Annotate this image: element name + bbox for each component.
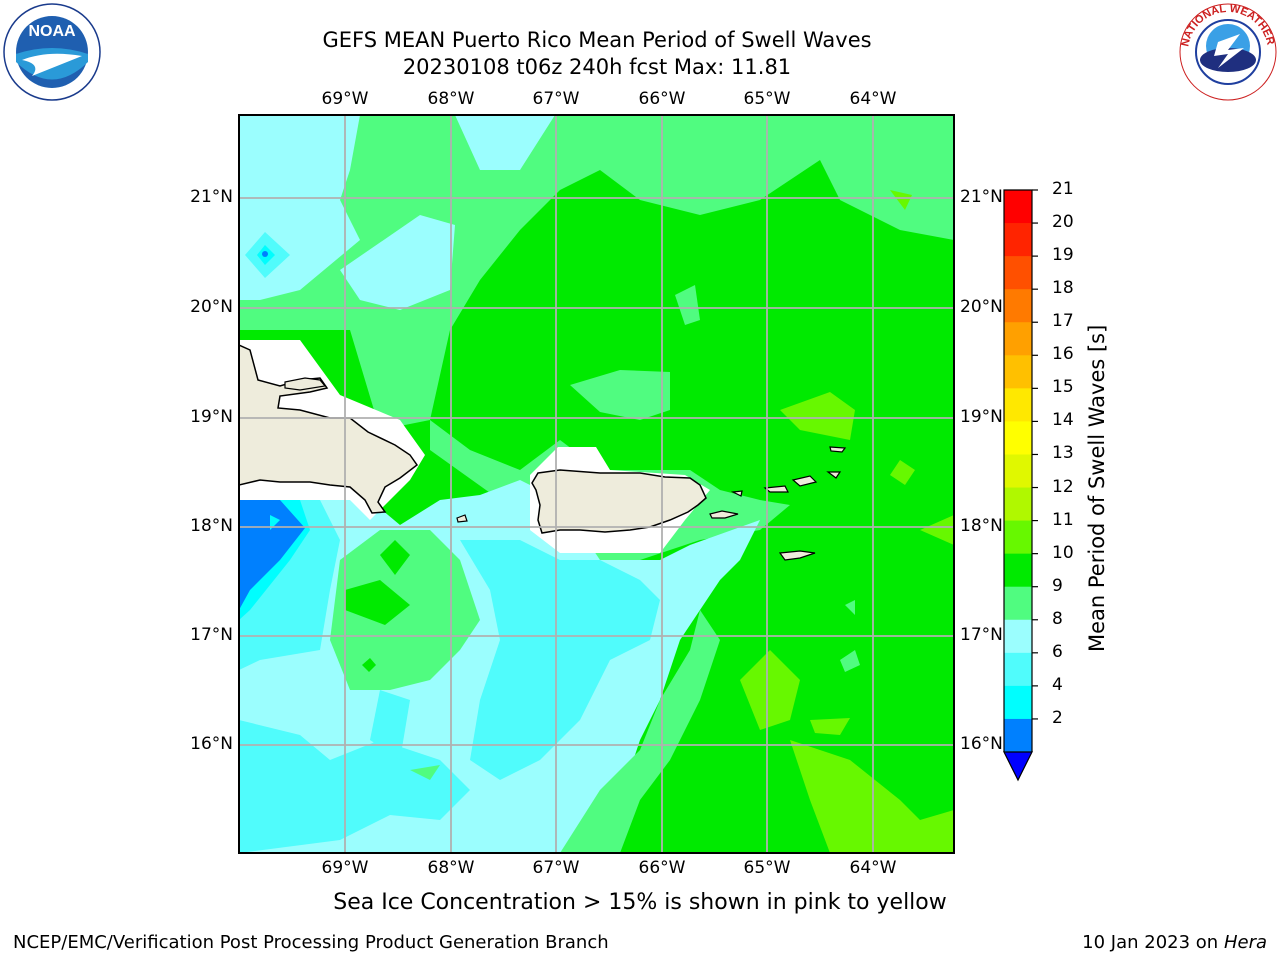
colorbar-segment [1004,619,1032,654]
lat-label-right: 18°N [960,516,1003,536]
sea-ice-note: Sea Ice Concentration > 15% is shown in … [0,890,1280,915]
colorbar-segment [1004,421,1032,455]
colorbar-segment [1004,586,1032,621]
lon-label-top: 64°W [849,89,897,109]
colorbar-extend [1003,751,1033,782]
lon-label-bottom: 68°W [427,858,475,878]
lat-label-right: 19°N [960,407,1003,427]
lon-label-top: 65°W [743,89,791,109]
lon-label-top: 67°W [532,89,580,109]
colorbar-tick-label: 18 [1052,278,1074,299]
lon-label-bottom: 67°W [532,858,580,878]
lat-label-left: 18°N [190,516,233,536]
colorbar-tick-label: 14 [1052,410,1074,431]
colorbar-segment [1004,487,1032,522]
colorbar-tick-label: 10 [1052,542,1074,563]
lon-label-bottom: 69°W [321,858,369,878]
noaa-logo: NOAA [2,2,102,102]
colorbar-tick-label: 21 [1052,179,1074,199]
colorbar-segment [1004,355,1032,389]
sea-ice-note-text: Sea Ice Concentration > 15% is shown in … [333,890,947,915]
colorbar-segment [1004,388,1032,422]
map-frame [238,114,955,854]
colorbar-tick-label: 13 [1052,443,1074,464]
colorbar-tick-label: 15 [1052,377,1074,398]
chart-title-line1: GEFS MEAN Puerto Rico Mean Period of Swe… [322,28,872,52]
lat-label-right: 20°N [960,297,1003,317]
footer-credit: NCEP/EMC/Verification Post Processing Pr… [13,932,609,953]
swell-period-field [239,115,954,853]
colorbar-tick-label: 16 [1052,344,1074,365]
colorbar-segment [1004,289,1032,323]
colorbar-tick-label: 20 [1052,212,1074,233]
footer-date-text: 10 Jan 2023 on [1082,932,1224,953]
colorbar-segment [1004,322,1032,356]
colorbar-tick-label: 2 [1052,707,1063,728]
colorbar-segment [1004,718,1032,753]
colorbar-tick-label: 12 [1052,476,1074,497]
colorbar-segment [1004,190,1032,224]
colorbar-backing [1002,184,1034,786]
lat-label-left: 19°N [190,407,233,427]
colorbar-segment [1004,256,1032,290]
lat-label-right: 16°N [960,734,1003,754]
colorbar-tick-label: 17 [1052,311,1074,332]
lon-label-top: 66°W [638,89,686,109]
lat-label-right: 17°N [960,625,1003,645]
colorbar-tick-label: 9 [1052,575,1063,596]
colorbar-segment [1004,553,1032,588]
lon-label-top: 68°W [427,89,475,109]
colorbar-tick-label: 6 [1052,641,1063,662]
lon-label-bottom: 65°W [743,858,791,878]
lon-label-bottom: 64°W [849,858,897,878]
lon-label-bottom: 66°W [638,858,686,878]
colorbar-segment [1004,652,1032,687]
lon-label-top: 69°W [321,89,369,109]
lat-label-left: 20°N [190,297,233,317]
colorbar-segment [1004,454,1032,489]
colorbar-tick-label: 19 [1052,245,1074,266]
lat-label-left: 21°N [190,187,233,207]
colorbar-segment [1004,520,1032,555]
footer-date: 10 Jan 2023 on Hera [1082,932,1267,953]
lat-label-left: 16°N [190,734,233,754]
colorbar-tick-label: 11 [1052,509,1074,530]
colorbar-tick-label: 4 [1052,674,1063,695]
colorbar-tick-label: 8 [1052,608,1063,629]
noaa-logo-text: NOAA [28,23,76,40]
lat-label-right: 21°N [960,187,1003,207]
colorbar-title: Mean Period of Swell Waves [s] [1085,324,1109,652]
colorbar-segment [1004,223,1032,257]
nws-logo: NATIONAL WEATHER SERVICE [1178,2,1278,102]
chart-title-line2: 20230108 t06z 240h fcst Max: 11.81 [402,55,792,79]
graticule [239,115,954,853]
lat-label-left: 17°N [190,625,233,645]
colorbar-outline [1003,189,1033,752]
colorbar-segment [1004,685,1032,720]
footer-host: Hera [1223,932,1267,953]
